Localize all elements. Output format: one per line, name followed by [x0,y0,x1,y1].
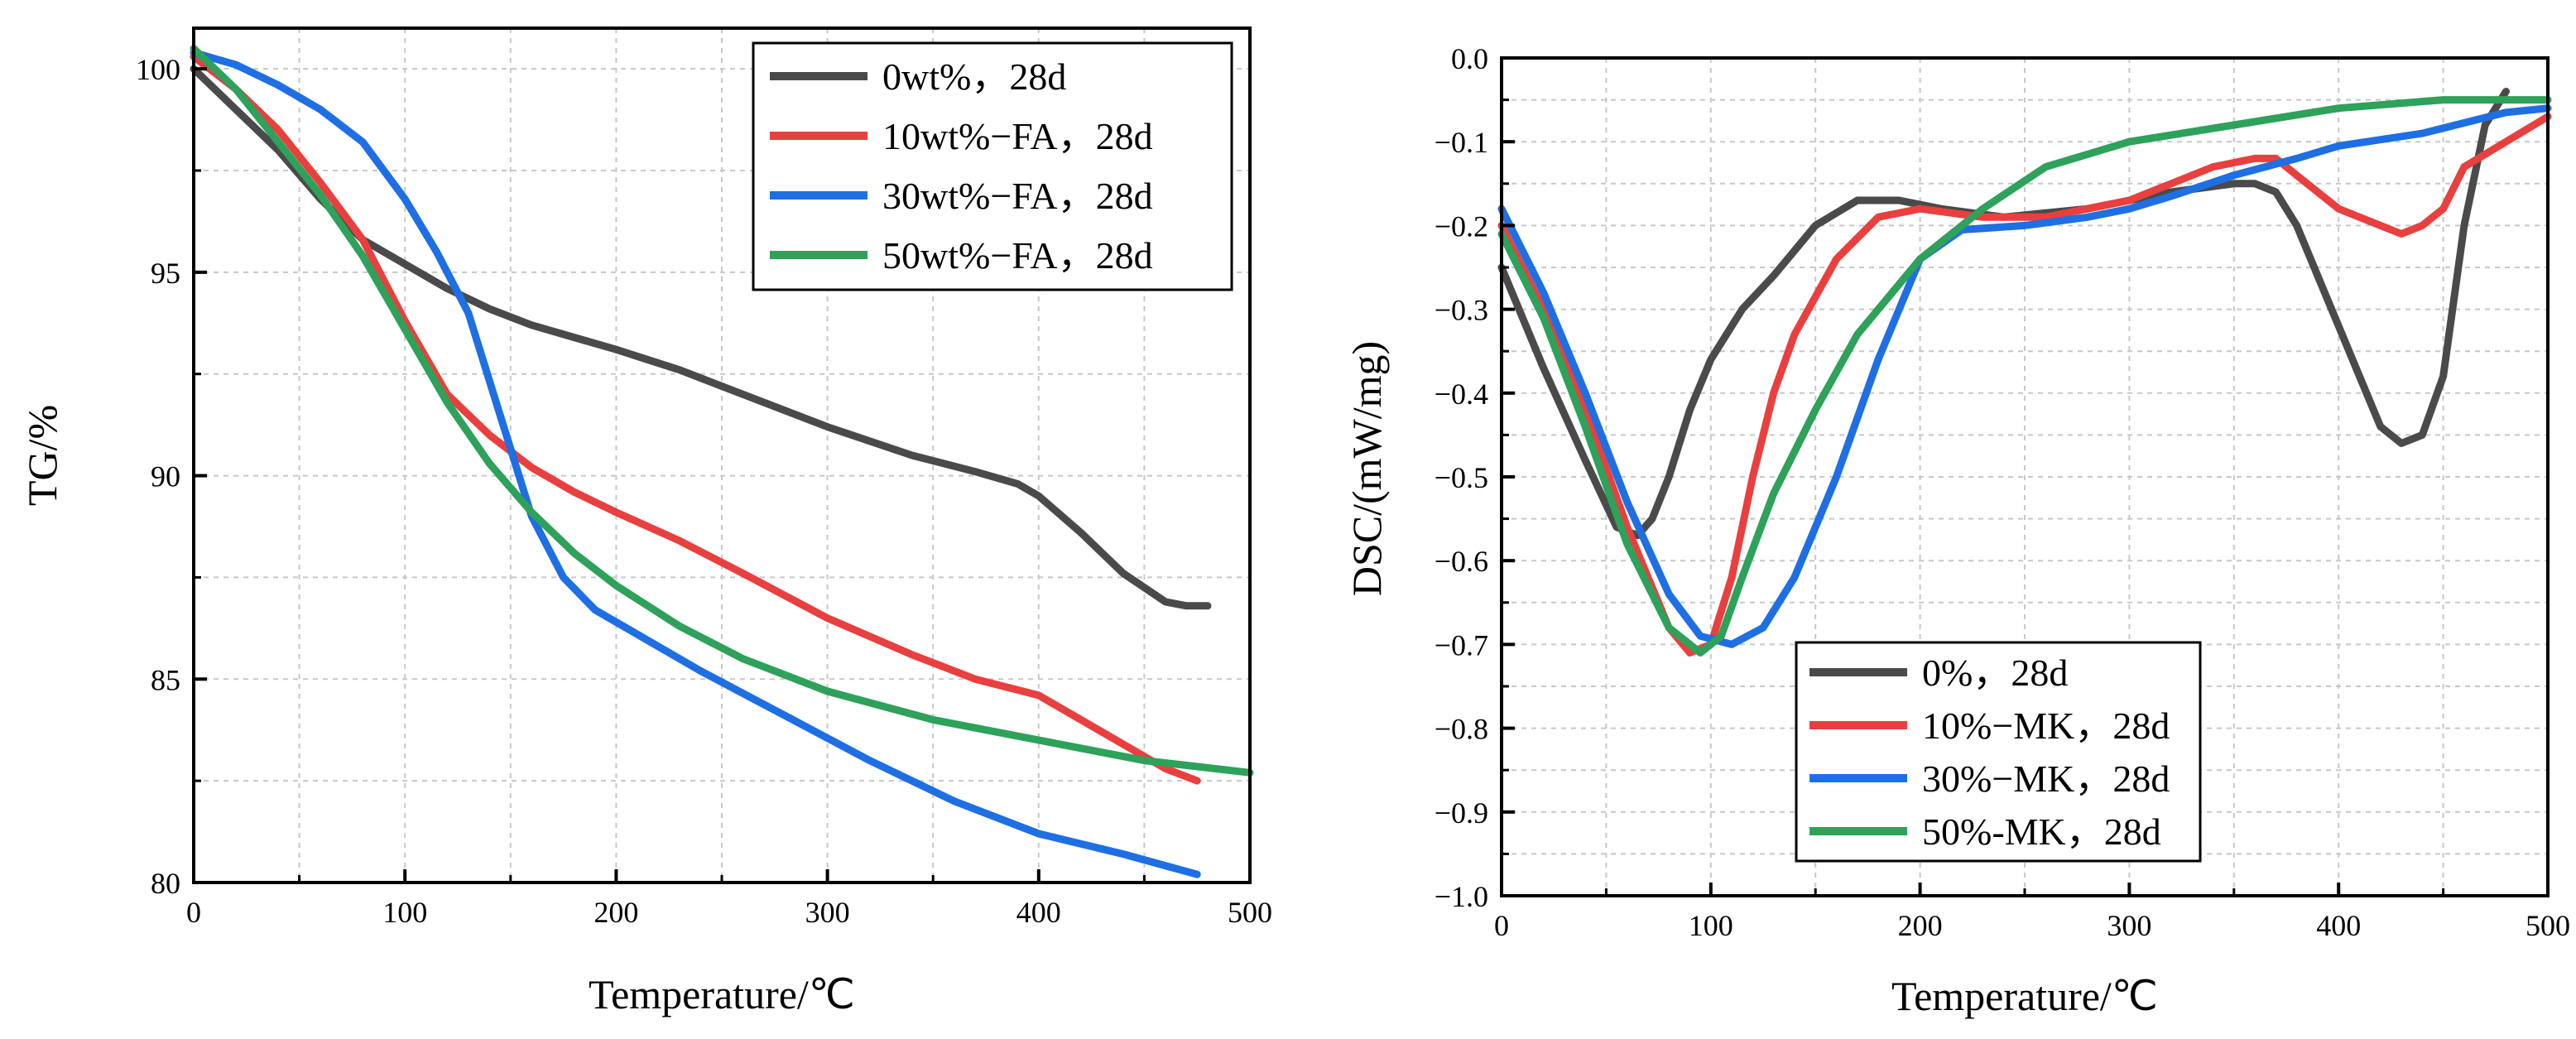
tg-y-tick-label: 100 [136,53,180,86]
dsc-y-tick-label: −0.9 [1435,796,1488,830]
tg-y-tick-label: 85 [151,663,180,696]
tg-y-tick-label: 95 [151,257,180,290]
dsc-y-tick-label: −0.7 [1435,628,1488,661]
tg-x-tick-label: 500 [1228,896,1272,929]
dsc-legend-box [1795,641,2202,863]
dsc-x-axis-title: Temperature/℃ [1891,973,2158,1019]
tg-x-tick-label: 100 [382,896,427,929]
tg-legend-label-2: 30wt%−FA，28d [882,175,1153,217]
tg-y-axis-title: TG/% [19,405,65,506]
dsc-y-axis-title: DSC/(mW/mg) [1343,341,1390,596]
dsc-x-tick-label: 0 [1494,909,1509,942]
tg-y-tick-label: 90 [151,460,180,493]
dsc-y-tick-label: −1.0 [1435,880,1488,913]
dsc-y-tick-label: −0.4 [1435,378,1488,411]
tg-x-tick-label: 0 [186,896,201,929]
tg-x-tick-label: 300 [805,896,850,929]
dsc-y-tick-label: −0.6 [1435,545,1488,578]
dsc-y-tick-label: −0.2 [1435,209,1488,243]
dsc-x-tick-label: 400 [2316,909,2361,942]
dsc-series-3 [1497,96,2552,657]
dsc-legend: 0%，28d 10%−MK，28d 30%−MK，28d 50%-MK，28d [1795,641,2202,863]
tg-legend: 0wt%，28d 10wt%−FA，28d 30wt%−FA，28d 50wt%−FA… [752,41,1233,291]
tg-series-3 [190,45,1254,777]
tg-x-tick-label: 200 [594,896,638,929]
tg-legend-label-0: 0wt%，28d [882,55,1066,98]
tg-series-1 [190,52,1201,785]
tg-x-tick-label: 400 [1016,896,1061,929]
dsc-x-tick-label: 100 [1689,909,1733,942]
dsc-y-tick-label: −0.8 [1435,713,1488,746]
tg-series-2 [190,49,1201,878]
tg-legend-label-1: 10wt%−FA，28d [882,115,1153,157]
dsc-chart: 0 100 200 300 400 500 −1.0 −0.9 −0.8 −0.7 −0.6 −0.5… [1343,42,2570,1019]
dsc-series-1 [1497,113,2552,657]
dsc-series-0 [1497,88,2510,540]
dsc-y-tick-label: −0.5 [1435,461,1488,494]
dsc-legend-label-0: 0%，28d [1922,652,2068,694]
dsc-x-tick-label: 500 [2526,909,2570,942]
tg-chart: 0 100 200 300 400 500 80 85 90 95 100 Temperature/… [19,26,1272,1017]
dsc-y-tick-label: 0.0 [1451,42,1488,75]
tg-legend-label-3: 50wt%−FA，28d [882,234,1153,277]
dsc-legend-label-1: 10%−MK，28d [1922,705,2170,747]
tg-y-tick-label: 80 [151,867,180,900]
tg-x-axis-title: Temperature/℃ [589,971,855,1017]
dsc-x-tick-label: 300 [2107,909,2151,942]
dsc-legend-label-2: 30%−MK，28d [1922,758,2170,800]
dsc-legend-label-3: 50%-MK，28d [1922,811,2161,853]
dsc-y-tick-label: −0.3 [1435,294,1488,327]
dsc-x-tick-label: 200 [1898,909,1943,942]
tg-legend-box [752,41,1233,291]
dsc-y-tick-label: −0.1 [1435,126,1488,159]
